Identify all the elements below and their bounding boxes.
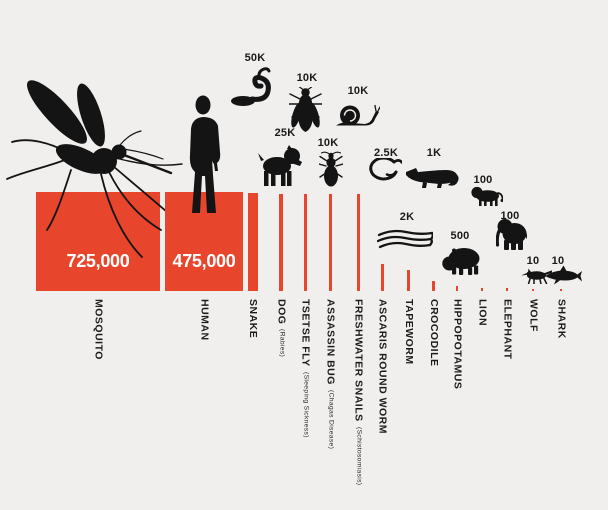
category-name: SNAKE <box>247 299 259 339</box>
snake-icon <box>228 65 272 111</box>
category-label-tsetse-fly: TSETSE FLY (Sleeping Sickness) <box>299 299 312 438</box>
category-name: CROCODILE <box>428 299 440 367</box>
freshwater-snail-icon <box>335 104 380 127</box>
value-label-wolf: 10 <box>526 255 540 267</box>
bar-lion <box>481 288 483 291</box>
category-name: HIPPOPOTAMUS <box>451 299 464 390</box>
lion-icon <box>471 184 503 206</box>
value-label-tsetse-fly: 10K <box>296 72 318 84</box>
category-name: WOLF <box>527 299 540 332</box>
category-name: TSETSE FLY <box>299 299 312 367</box>
category-label-tapeworm: TAPEWORM <box>403 299 415 365</box>
category-name: SHARK <box>555 299 568 339</box>
category-label-shark: SHARK <box>555 299 568 339</box>
bar-tapeworm <box>407 270 410 291</box>
tapeworm-icon <box>377 228 433 253</box>
category-name: ASCARIS ROUND WORM <box>376 299 389 434</box>
category-label-wolf: WOLF <box>527 299 540 332</box>
category-name: ASSASSIN BUG <box>324 299 337 385</box>
category-label-mosquito: MOSQUITO <box>92 299 105 360</box>
bar-crocodile <box>432 281 435 291</box>
value-label-lion: 100 <box>473 174 493 186</box>
category-name: TAPEWORM <box>403 299 415 365</box>
dog-icon <box>258 145 302 186</box>
elephant-icon <box>496 217 527 250</box>
category-label-crocodile: CROCODILE <box>428 299 440 367</box>
bar-elephant <box>506 288 508 291</box>
bar-freshwater-snail <box>356 194 360 291</box>
category-label-hippopotamus: HIPPOPOTAMUS <box>451 299 464 390</box>
value-label-crocodile: 1K <box>426 147 442 159</box>
value-label-elephant: 100 <box>500 210 520 222</box>
shark-icon <box>545 265 582 285</box>
category-sublabel: (Chagas Disease) <box>327 389 335 450</box>
wolf-icon <box>521 268 552 284</box>
bar-wolf <box>532 289 534 291</box>
tsetse-fly-icon <box>289 87 322 132</box>
value-label-ascaris-worm: 2.5K <box>373 147 399 159</box>
bar-snake <box>247 193 258 291</box>
category-name: HUMAN <box>198 299 211 341</box>
category-label-snake: SNAKE <box>247 299 259 339</box>
category-name: MOSQUITO <box>92 299 105 360</box>
crocodile-icon <box>405 164 459 188</box>
value-label-snake: 50K <box>244 52 266 64</box>
category-label-dog: DOG (Rabies) <box>275 299 288 358</box>
category-name: ELEPHANT <box>501 299 514 360</box>
category-name: LION <box>476 299 489 327</box>
value-label-tapeworm: 2K <box>399 211 415 223</box>
bar-dog <box>279 194 283 291</box>
ascaris-worm-icon <box>366 158 402 185</box>
value-label-freshwater-snail: 10K <box>347 85 369 97</box>
category-label-assassin-bug: ASSASSIN BUG (Chagas Disease) <box>324 299 337 450</box>
value-label-shark: 10 <box>551 255 565 267</box>
category-label-elephant: ELEPHANT <box>501 299 514 360</box>
value-label-hippopotamus: 500 <box>450 230 470 242</box>
category-name: DOG <box>275 299 288 325</box>
category-label-human: HUMAN <box>198 299 211 341</box>
hippopotamus-icon <box>442 246 480 275</box>
category-name: FRESHWATER SNAILS <box>352 299 365 422</box>
bar-shark <box>560 289 562 291</box>
bar-tsetse-fly <box>303 194 307 291</box>
value-label-mosquito: 725,000 <box>66 251 130 271</box>
category-sublabel: (Sleeping Sickness) <box>302 371 310 438</box>
value-label-dog: 25K <box>274 127 296 139</box>
human-icon <box>172 95 232 215</box>
bar-assassin-bug <box>328 194 332 291</box>
category-label-freshwater-snail: FRESHWATER SNAILS (Schistosomiasis) <box>352 299 365 486</box>
value-label-assassin-bug: 10K <box>317 137 339 149</box>
value-label-human: 475,000 <box>172 251 236 271</box>
category-label-lion: LION <box>476 299 489 327</box>
category-label-ascaris-worm: ASCARIS ROUND WORM <box>376 299 389 434</box>
bar-hippopotamus <box>455 286 459 291</box>
bar-human <box>165 192 243 291</box>
assassin-bug-icon <box>319 151 343 188</box>
bar-ascaris-worm <box>380 264 384 291</box>
category-sublabel: (Schistosomiasis) <box>355 426 363 486</box>
category-sublabel: (Rabies) <box>278 329 286 358</box>
mosquito-icon <box>5 60 235 275</box>
